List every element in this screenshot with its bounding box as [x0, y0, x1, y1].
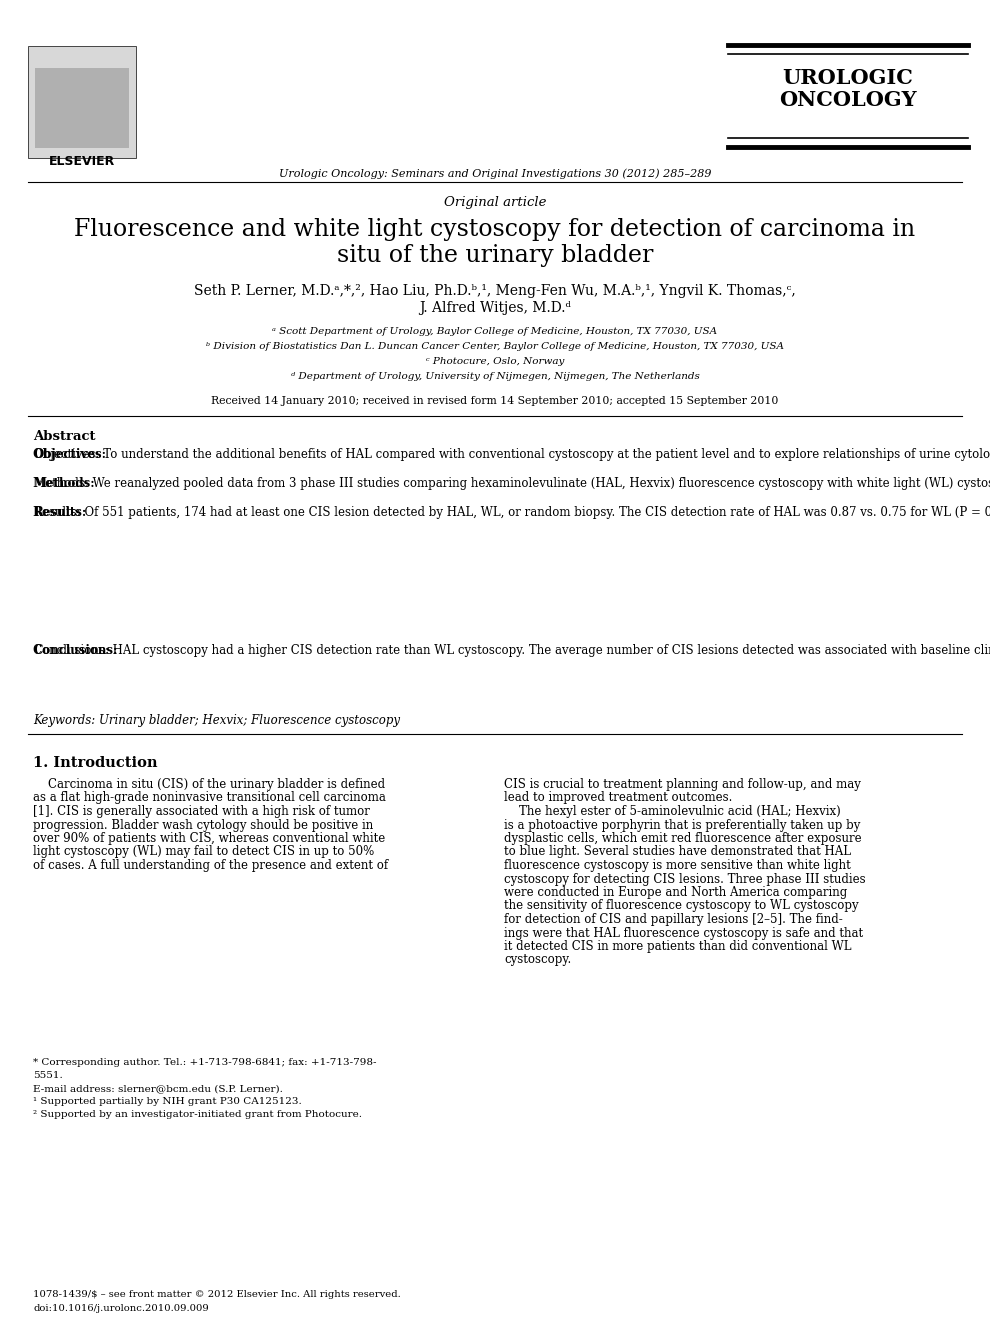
Text: ² Supported by an investigator-initiated grant from Photocure.: ² Supported by an investigator-initiated… — [33, 1110, 362, 1119]
Text: cystoscopy for detecting CIS lesions. Three phase III studies: cystoscopy for detecting CIS lesions. Th… — [504, 873, 865, 886]
Text: J. Alfred Witjes, M.D.ᵈ: J. Alfred Witjes, M.D.ᵈ — [419, 301, 571, 315]
Text: cystoscopy.: cystoscopy. — [504, 953, 571, 966]
Text: Original article: Original article — [444, 195, 546, 209]
Text: ᵈ Department of Urology, University of Nijmegen, Nijmegen, The Netherlands: ᵈ Department of Urology, University of N… — [290, 372, 700, 381]
Text: ᵃ Scott Department of Urology, Baylor College of Medicine, Houston, TX 77030, US: ᵃ Scott Department of Urology, Baylor Co… — [272, 327, 718, 337]
Text: ¹ Supported partially by NIH grant P30 CA125123.: ¹ Supported partially by NIH grant P30 C… — [33, 1097, 302, 1106]
Text: over 90% of patients with CIS, whereas conventional white: over 90% of patients with CIS, whereas c… — [33, 832, 385, 845]
Text: it detected CIS in more patients than did conventional WL: it detected CIS in more patients than di… — [504, 940, 851, 953]
Text: Keywords: Urinary bladder; Hexvix; Fluorescence cystoscopy: Keywords: Urinary bladder; Hexvix; Fluor… — [33, 714, 400, 727]
Text: progression. Bladder wash cytology should be positive in: progression. Bladder wash cytology shoul… — [33, 818, 373, 832]
Text: lead to improved treatment outcomes.: lead to improved treatment outcomes. — [504, 792, 733, 804]
Text: ings were that HAL fluorescence cystoscopy is safe and that: ings were that HAL fluorescence cystosco… — [504, 927, 863, 940]
Text: doi:10.1016/j.urolonc.2010.09.009: doi:10.1016/j.urolonc.2010.09.009 — [33, 1304, 209, 1313]
Text: E-mail address: slerner@bcm.edu (S.P. Lerner).: E-mail address: slerner@bcm.edu (S.P. Le… — [33, 1084, 283, 1093]
Text: 1078-1439/$ – see front matter © 2012 Elsevier Inc. All rights reserved.: 1078-1439/$ – see front matter © 2012 El… — [33, 1290, 401, 1299]
Text: dysplastic cells, which emit red fluorescence after exposure: dysplastic cells, which emit red fluores… — [504, 832, 861, 845]
Text: ᶜ Photocure, Oslo, Norway: ᶜ Photocure, Oslo, Norway — [426, 356, 564, 366]
Text: Seth P. Lerner, M.D.ᵃ,*,², Hao Liu, Ph.D.ᵇ,¹, Meng-Fen Wu, M.A.ᵇ,¹, Yngvil K. Th: Seth P. Lerner, M.D.ᵃ,*,², Hao Liu, Ph.D… — [194, 284, 796, 298]
Bar — [35, 69, 129, 148]
Text: 1. Introduction: 1. Introduction — [33, 756, 157, 770]
Text: Methods:: Methods: — [33, 477, 95, 490]
Text: The hexyl ester of 5-aminolevulnic acid (HAL; Hexvix): The hexyl ester of 5-aminolevulnic acid … — [504, 805, 841, 818]
Text: 5551.: 5551. — [33, 1071, 62, 1080]
Text: Received 14 January 2010; received in revised form 14 September 2010; accepted 1: Received 14 January 2010; received in re… — [211, 396, 779, 407]
Text: CIS is crucial to treatment planning and follow-up, and may: CIS is crucial to treatment planning and… — [504, 777, 861, 791]
Text: Objectives: To understand the additional benefits of HAL compared with conventio: Objectives: To understand the additional… — [33, 447, 990, 461]
Text: UROLOGIC: UROLOGIC — [782, 69, 914, 88]
Text: [1]. CIS is generally associated with a high risk of tumor: [1]. CIS is generally associated with a … — [33, 805, 370, 818]
Text: ONCOLOGY: ONCOLOGY — [779, 90, 917, 110]
Text: to blue light. Several studies have demonstrated that HAL: to blue light. Several studies have demo… — [504, 846, 851, 858]
Text: Conclusions:: Conclusions: — [33, 644, 118, 657]
Text: ᵇ Division of Biostatistics Dan L. Duncan Cancer Center, Baylor College of Medic: ᵇ Division of Biostatistics Dan L. Dunca… — [206, 342, 784, 351]
Text: Urologic Oncology: Seminars and Original Investigations 30 (2012) 285–289: Urologic Oncology: Seminars and Original… — [279, 168, 711, 178]
Text: of cases. A full understanding of the presence and extent of: of cases. A full understanding of the pr… — [33, 859, 388, 873]
Text: were conducted in Europe and North America comparing: were conducted in Europe and North Ameri… — [504, 886, 847, 899]
Bar — [28, 46, 136, 158]
Text: is a photoactive porphyrin that is preferentially taken up by: is a photoactive porphyrin that is prefe… — [504, 818, 860, 832]
Text: fluorescence cystoscopy is more sensitive than white light: fluorescence cystoscopy is more sensitiv… — [504, 859, 850, 873]
Text: for detection of CIS and papillary lesions [2–5]. The find-: for detection of CIS and papillary lesio… — [504, 913, 842, 927]
Text: Results:: Results: — [33, 506, 86, 519]
Text: Methods: We reanalyzed pooled data from 3 phase III studies comparing hexaminole: Methods: We reanalyzed pooled data from … — [33, 477, 990, 490]
Text: * Corresponding author. Tel.: +1-713-798-6841; fax: +1-713-798-: * Corresponding author. Tel.: +1-713-798… — [33, 1059, 376, 1067]
Text: the sensitivity of fluorescence cystoscopy to WL cystoscopy: the sensitivity of fluorescence cystosco… — [504, 899, 858, 912]
Text: situ of the urinary bladder: situ of the urinary bladder — [337, 244, 653, 267]
Text: Fluorescence and white light cystoscopy for detection of carcinoma in: Fluorescence and white light cystoscopy … — [74, 218, 916, 242]
Text: light cystoscopy (WL) may fail to detect CIS in up to 50%: light cystoscopy (WL) may fail to detect… — [33, 846, 374, 858]
Text: as a flat high-grade noninvasive transitional cell carcinoma: as a flat high-grade noninvasive transit… — [33, 792, 386, 804]
Text: Conclusions: HAL cystoscopy had a higher CIS detection rate than WL cystoscopy. : Conclusions: HAL cystoscopy had a higher… — [33, 644, 990, 657]
Text: Carcinoma in situ (CIS) of the urinary bladder is defined: Carcinoma in situ (CIS) of the urinary b… — [33, 777, 385, 791]
Text: Abstract: Abstract — [33, 430, 95, 444]
Text: Objectives:: Objectives: — [33, 447, 106, 461]
Text: ELSEVIER: ELSEVIER — [49, 154, 115, 168]
Text: Results: Of 551 patients, 174 had at least one CIS lesion detected by HAL, WL, o: Results: Of 551 patients, 174 had at lea… — [33, 506, 990, 519]
